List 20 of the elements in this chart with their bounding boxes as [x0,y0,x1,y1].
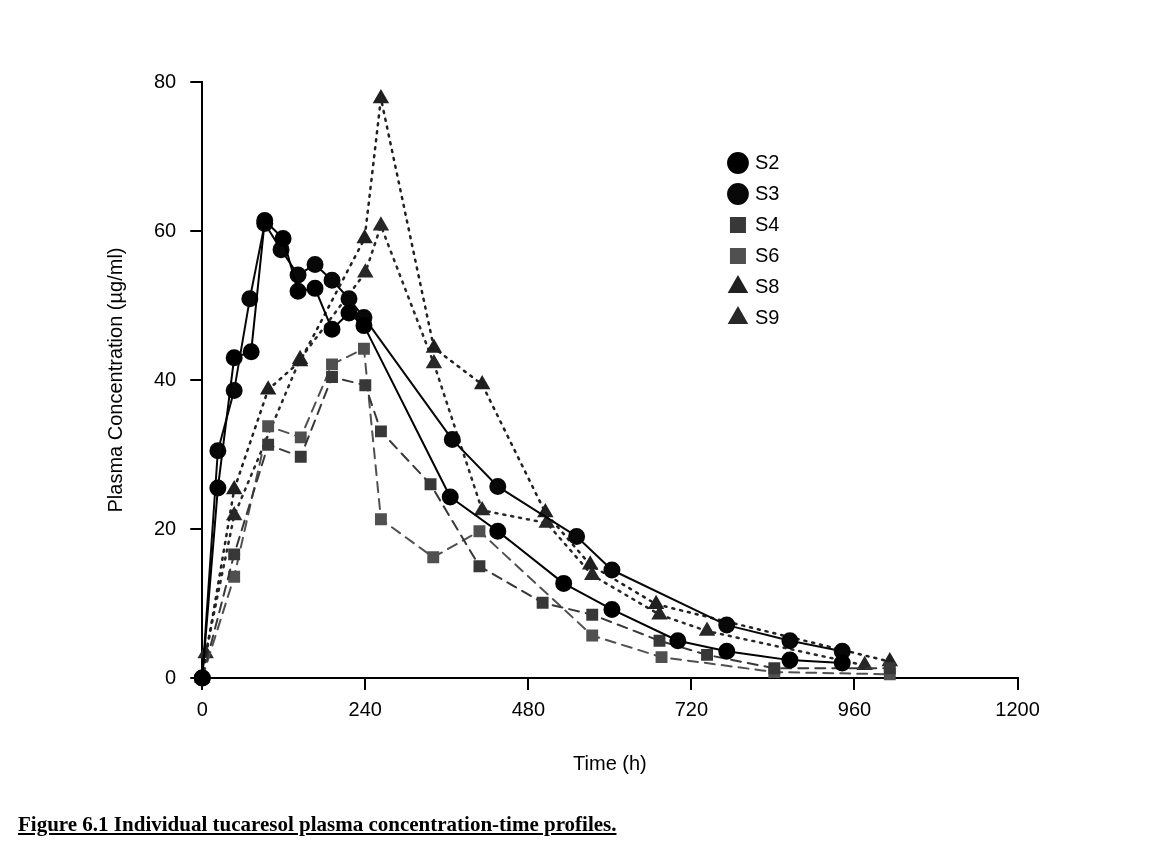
legend-label: S2 [754,150,780,173]
x-tick-label: 960 [837,697,872,720]
y-tick-label: 40 [154,367,177,390]
y-axis-title: Plasma Concentration (µg/ml) [103,247,126,513]
x-tick-label: 0 [196,697,208,720]
y-tick-label: 20 [154,516,177,539]
x-tick-label: 480 [511,697,546,720]
y-tick-label: 80 [154,69,177,92]
legend-label: S8 [754,274,780,297]
x-tick-label: 720 [674,697,709,720]
legend-label: S3 [754,181,780,204]
x-tick-label: 1200 [995,697,1040,720]
x-tick-label: 240 [348,697,382,720]
legend-label: S6 [754,243,780,266]
legend-label: S4 [754,212,780,235]
caption: Figure 6.1 Individual tucaresol plasma concentration-time profiles. [18,812,617,837]
y-tick-label: 0 [165,665,177,688]
x-axis-title: Time (h) [573,751,647,774]
y-tick-label: 60 [154,218,177,241]
legend-label: S9 [754,305,780,328]
